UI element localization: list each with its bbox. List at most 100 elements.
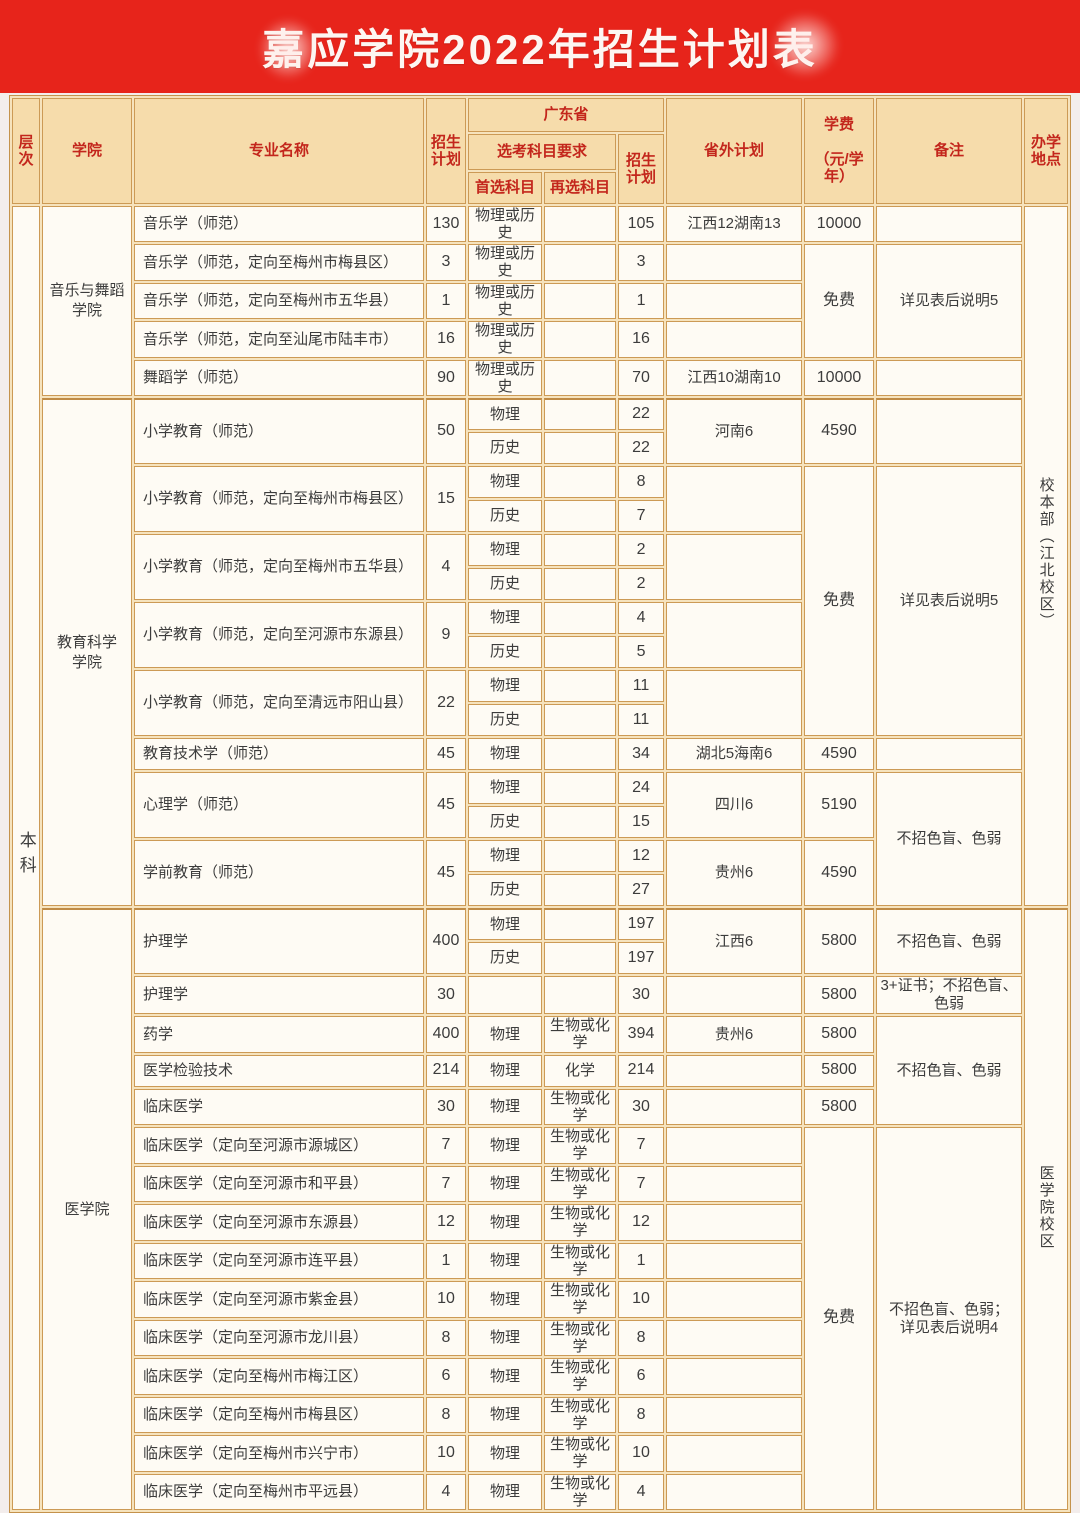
table-body: 本科 音乐与舞蹈 学院 音乐学（师范） 130 物理或历史 105 江西12湖南13 1000…	[12, 205, 1069, 1510]
province-plan-cell: 江西10湖南10	[666, 359, 803, 396]
plan-cell: 1	[426, 1242, 466, 1279]
province-plan-cell: 四川6	[666, 772, 803, 838]
remark-cell: 不招色盲、色弱	[876, 1016, 1023, 1125]
gd-plan-cell: 7	[618, 1127, 665, 1164]
first-subject-cell: 物理	[468, 738, 542, 770]
college-cell: 音乐与舞蹈 学院	[42, 205, 132, 396]
gd-plan-cell: 22	[618, 432, 665, 464]
table-row: 小学教育（师范，定向至梅州市五华县） 4 物理 2	[12, 534, 1068, 600]
plan-cell: 130	[426, 205, 466, 242]
gd-plan-cell: 12	[618, 1204, 665, 1241]
header-gd-plan: 招生 计划	[618, 134, 665, 204]
gd-plan-cell: 105	[618, 205, 665, 242]
second-subject-cell: 生物或化学	[544, 1319, 616, 1356]
first-subject-cell: 历史	[468, 636, 542, 668]
table-row: 医学检验技术 214 物理 化学 214 5800	[12, 1054, 1068, 1087]
table-container: 层次 学院 专业名称 招生 计划 广东省 省外计划 学费 （元/学年） 备注 办…	[0, 93, 1080, 1513]
plan-cell: 4	[426, 534, 466, 600]
gd-plan-cell: 4	[618, 1473, 665, 1510]
plan-cell: 45	[426, 738, 466, 770]
major-name-cell: 临床医学	[134, 1088, 424, 1125]
plan-cell: 45	[426, 772, 466, 838]
second-subject-cell	[544, 500, 616, 532]
gd-plan-cell: 8	[618, 466, 665, 498]
first-subject-cell: 历史	[468, 942, 542, 974]
second-subject-cell	[544, 359, 616, 396]
header-province-plan: 省外计划	[666, 98, 803, 204]
plan-cell: 30	[426, 1088, 466, 1125]
table-row: 临床医学 30 物理 生物或化学 30 5800	[12, 1088, 1068, 1125]
major-name-cell: 音乐学（师范，定向至汕尾市陆丰市）	[134, 321, 424, 358]
table-row: 学前教育（师范） 45 物理 12 贵州6 4590	[12, 840, 1068, 906]
major-name-cell: 临床医学（定向至梅州市平远县）	[134, 1473, 424, 1510]
major-name-cell: 临床医学（定向至河源市紫金县）	[134, 1281, 424, 1318]
province-plan-cell: 湖北5海南6	[666, 738, 803, 770]
major-name-cell: 临床医学（定向至梅州市梅县区）	[134, 1396, 424, 1433]
second-subject-cell: 生物或化学	[544, 1473, 616, 1510]
major-name-cell: 临床医学（定向至梅州市兴宁市）	[134, 1435, 424, 1472]
header-major: 专业名称	[134, 98, 424, 204]
gd-plan-cell: 197	[618, 942, 665, 974]
major-name-cell: 临床医学（定向至河源市连平县）	[134, 1242, 424, 1279]
table-row: 教育科学 学院 小学教育（师范） 50 物理 22 河南6 4590	[12, 398, 1068, 906]
plan-cell: 9	[426, 602, 466, 668]
header-first-subject: 首选科目	[468, 171, 542, 204]
header-row-3: 首选科目 再选科目	[12, 171, 1068, 204]
second-subject-cell	[544, 636, 616, 668]
major-name-cell: 临床医学（定向至河源市和平县）	[134, 1165, 424, 1202]
first-subject-cell: 物理或历史	[468, 244, 542, 281]
table-row: 小学教育（师范，定向至河源市东源县） 9 物理 4	[12, 602, 1068, 668]
first-subject-cell: 历史	[468, 806, 542, 838]
gd-plan-cell: 1	[618, 1242, 665, 1279]
plan-cell: 90	[426, 359, 466, 396]
first-subject-cell: 物理	[468, 1054, 542, 1087]
first-subject-cell: 物理	[468, 1319, 542, 1356]
second-subject-cell: 生物或化学	[544, 1358, 616, 1395]
first-subject-cell: 物理或历史	[468, 205, 542, 242]
first-subject-cell	[468, 976, 542, 1014]
level-cell-text: 本科	[16, 830, 36, 881]
first-subject-cell: 物理或历史	[468, 282, 542, 319]
major-name-cell: 护理学	[134, 908, 424, 974]
location-cell: 医学院校区	[1024, 908, 1069, 1510]
table-row: 临床医学（定向至梅州市梅县区） 8 物理 生物或化学 8	[12, 1396, 1068, 1433]
second-subject-cell: 生物或化学	[544, 1016, 616, 1053]
location-cell-text: 校本部（江北校区）	[1037, 477, 1055, 631]
major-name-cell: 临床医学（定向至河源市东源县）	[134, 1204, 424, 1241]
gd-plan-cell: 11	[618, 704, 665, 736]
first-subject-cell: 物理	[468, 670, 542, 702]
province-plan-cell	[666, 1242, 803, 1279]
gd-plan-cell: 34	[618, 738, 665, 770]
header-row-2: 选考科目要求 招生 计划	[12, 134, 1068, 204]
major-name-cell: 教育技术学（师范）	[134, 738, 424, 770]
gd-plan-cell: 10	[618, 1281, 665, 1318]
gd-plan-cell: 8	[618, 1396, 665, 1433]
major-name-cell: 小学教育（师范，定向至梅州市五华县）	[134, 534, 424, 600]
table-row: 音乐学（师范，定向至汕尾市陆丰市） 16 物理或历史 16	[12, 321, 1068, 358]
province-plan-cell	[666, 1435, 803, 1472]
first-subject-cell: 物理	[468, 908, 542, 940]
major-name-cell: 小学教育（师范）	[134, 398, 424, 464]
table-row: 历史 7	[12, 500, 1068, 532]
tuition-cell: 5800	[804, 1088, 875, 1125]
header-row-1: 层次 学院 专业名称 招生 计划 广东省 省外计划 学费 （元/学年） 备注 办…	[12, 98, 1069, 204]
province-plan-cell	[666, 1204, 803, 1241]
province-plan-cell	[666, 534, 803, 600]
province-plan-cell: 贵州6	[666, 840, 803, 906]
second-subject-cell	[544, 432, 616, 464]
admission-plan-table: 层次 学院 专业名称 招生 计划 广东省 省外计划 学费 （元/学年） 备注 办…	[9, 95, 1072, 1513]
first-subject-cell: 物理	[468, 1088, 542, 1125]
second-subject-cell: 生物或化学	[544, 1088, 616, 1125]
table-row: 药学 400 物理 生物或化学 394 贵州6 5800 不招色盲、色弱	[12, 1016, 1068, 1125]
major-name-cell: 小学教育（师范，定向至河源市东源县）	[134, 602, 424, 668]
gd-plan-cell: 12	[618, 840, 665, 872]
table-row: 临床医学（定向至河源市龙川县） 8 物理 生物或化学 8	[12, 1319, 1068, 1356]
table-row: 历史 15	[12, 806, 1068, 838]
tuition-cell: 5800	[804, 976, 875, 1014]
table-row: 舞蹈学（师范） 90 物理或历史 70 江西10湖南10 10000	[12, 359, 1068, 396]
province-plan-cell	[666, 976, 803, 1014]
province-plan-cell	[666, 1054, 803, 1087]
plan-cell: 4	[426, 1473, 466, 1510]
province-plan-cell: 江西12湖南13	[666, 205, 803, 242]
major-name-cell: 护理学	[134, 976, 424, 1014]
